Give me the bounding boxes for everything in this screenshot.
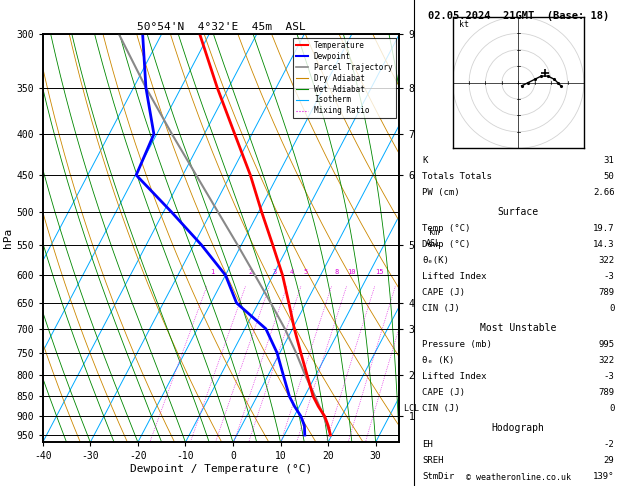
Text: 2.66: 2.66 [593, 188, 615, 197]
Text: 4: 4 [290, 269, 294, 275]
Text: K: K [422, 156, 428, 165]
Text: 789: 789 [598, 388, 615, 397]
Text: Lifted Index: Lifted Index [422, 372, 487, 381]
Text: -3: -3 [604, 272, 615, 281]
Text: SREH: SREH [422, 456, 443, 465]
Text: CIN (J): CIN (J) [422, 304, 460, 313]
Text: LCL: LCL [399, 404, 420, 413]
Text: θₑ(K): θₑ(K) [422, 256, 449, 265]
Text: 29: 29 [604, 456, 615, 465]
Text: EH: EH [422, 440, 433, 449]
Text: 322: 322 [598, 256, 615, 265]
Text: 50: 50 [604, 172, 615, 181]
Text: CAPE (J): CAPE (J) [422, 288, 465, 297]
Text: Dewp (°C): Dewp (°C) [422, 240, 470, 249]
Text: CIN (J): CIN (J) [422, 404, 460, 413]
Text: 995: 995 [598, 340, 615, 349]
Text: 02.05.2024  21GMT  (Base: 18): 02.05.2024 21GMT (Base: 18) [428, 11, 609, 21]
Text: © weatheronline.co.uk: © weatheronline.co.uk [466, 473, 571, 482]
Text: -3: -3 [604, 372, 615, 381]
Text: θₑ (K): θₑ (K) [422, 356, 455, 365]
Text: 5: 5 [304, 269, 308, 275]
Text: 2: 2 [248, 269, 253, 275]
Text: kt: kt [459, 20, 469, 29]
Text: CAPE (J): CAPE (J) [422, 388, 465, 397]
X-axis label: Dewpoint / Temperature (°C): Dewpoint / Temperature (°C) [130, 464, 312, 474]
Y-axis label: hPa: hPa [3, 228, 13, 248]
Text: 1: 1 [210, 269, 214, 275]
Text: 0: 0 [609, 404, 615, 413]
Text: Lifted Index: Lifted Index [422, 272, 487, 281]
Title: 50°54'N  4°32'E  45m  ASL: 50°54'N 4°32'E 45m ASL [136, 22, 306, 32]
Text: Hodograph: Hodograph [492, 423, 545, 434]
Legend: Temperature, Dewpoint, Parcel Trajectory, Dry Adiabat, Wet Adiabat, Isotherm, Mi: Temperature, Dewpoint, Parcel Trajectory… [293, 38, 396, 119]
Text: Surface: Surface [498, 207, 539, 217]
Text: 322: 322 [598, 356, 615, 365]
Text: 10: 10 [347, 269, 355, 275]
Text: 19.7: 19.7 [593, 224, 615, 233]
Y-axis label: km
ASL: km ASL [426, 228, 442, 248]
Text: PW (cm): PW (cm) [422, 188, 460, 197]
Text: 789: 789 [598, 288, 615, 297]
Text: 3: 3 [272, 269, 276, 275]
Text: StmDir: StmDir [422, 472, 455, 481]
Text: 0: 0 [609, 304, 615, 313]
Text: 139°: 139° [593, 472, 615, 481]
Text: 8: 8 [334, 269, 338, 275]
Text: Pressure (mb): Pressure (mb) [422, 340, 492, 349]
Text: Temp (°C): Temp (°C) [422, 224, 470, 233]
Text: -2: -2 [604, 440, 615, 449]
Text: Most Unstable: Most Unstable [480, 323, 557, 333]
Text: 31: 31 [604, 156, 615, 165]
Text: 15: 15 [375, 269, 384, 275]
Text: Totals Totals: Totals Totals [422, 172, 492, 181]
Text: 14.3: 14.3 [593, 240, 615, 249]
